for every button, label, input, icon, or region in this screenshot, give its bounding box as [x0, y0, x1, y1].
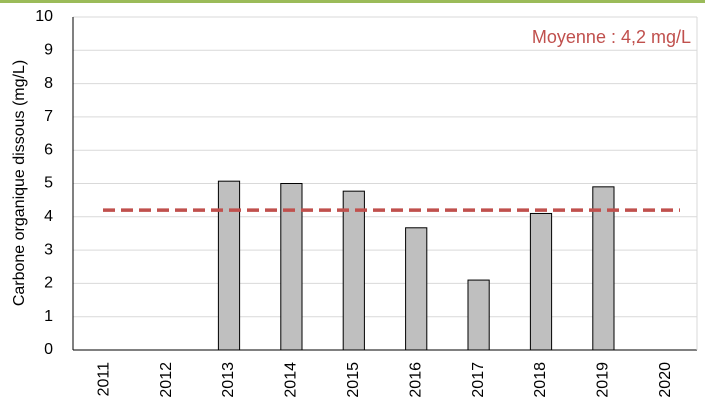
y-tick-label: 10 [35, 8, 53, 25]
bar [217, 180, 241, 351]
bar [467, 279, 490, 351]
x-tick-label: 2011 [95, 362, 112, 397]
y-tick-label: 0 [44, 341, 53, 358]
y-tick-label: 5 [44, 175, 53, 192]
x-tick-label: 2012 [158, 362, 175, 398]
x-tick-label: 2019 [595, 362, 612, 398]
y-tick-label: 1 [44, 308, 53, 325]
y-tick-label: 9 [44, 42, 53, 59]
x-tick-label: 2013 [220, 362, 237, 398]
y-tick-label: 2 [44, 275, 53, 292]
y-tick-label: 4 [44, 208, 53, 225]
y-tick-label: 8 [44, 75, 53, 92]
y-tick-label: 7 [44, 108, 53, 125]
bar [280, 183, 303, 351]
bar [342, 190, 365, 351]
y-tick-label: 6 [44, 141, 53, 158]
mean-label: Moyenne : 4,2 mg/L [532, 27, 691, 47]
bar [529, 212, 553, 351]
x-tick-label: 2018 [532, 362, 549, 398]
x-tick-label: 2016 [407, 362, 424, 398]
x-tick-label: 2017 [470, 362, 487, 398]
bar [592, 186, 615, 351]
x-tick-label: 2020 [657, 362, 674, 398]
top-band [0, 0, 705, 3]
y-axis-title: Carbone organique dissous (mg/L) [11, 60, 28, 306]
y-tick-label: 3 [44, 241, 53, 258]
bar [405, 227, 428, 351]
x-tick-label: 2015 [345, 362, 362, 398]
x-tick-label: 2014 [283, 362, 300, 398]
